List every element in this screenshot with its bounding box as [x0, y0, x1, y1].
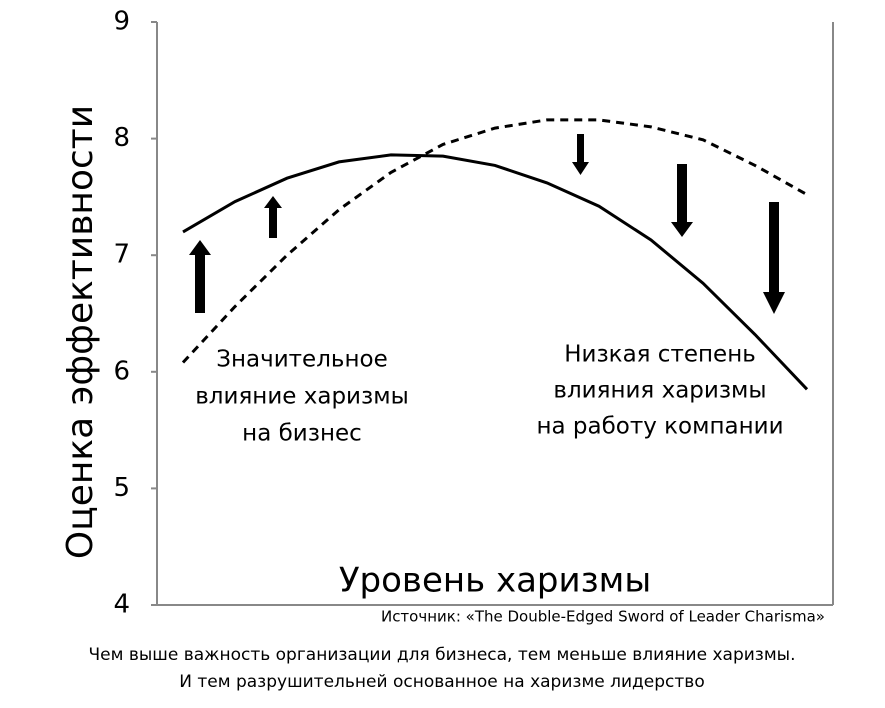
series-line	[182, 153, 809, 391]
x-axis-label: Уровень харизмы	[339, 561, 651, 601]
y-tick-label: 6	[113, 356, 130, 386]
caption: Чем выше важность организации для бизнес…	[89, 645, 796, 665]
y-tick-label: 9	[113, 7, 130, 37]
y-axis-label: Оценка эффективности	[60, 105, 101, 559]
arrow-down	[763, 202, 785, 314]
annotation: на работу компании	[536, 414, 783, 440]
annotation: Низкая степень	[564, 342, 756, 368]
y-tick-label: 4	[113, 590, 130, 620]
annotation: влияние харизмы	[195, 384, 408, 410]
y-tick-label: 8	[113, 123, 130, 153]
arrow-down	[671, 164, 693, 237]
arrow-down	[572, 134, 589, 175]
annotation: на бизнес	[242, 421, 362, 447]
series-line	[181, 118, 808, 364]
y-tick-label: 5	[113, 473, 130, 503]
arrows	[189, 134, 785, 314]
annotation: Значительное	[216, 347, 387, 373]
arrow-up	[264, 196, 282, 238]
y-tick-label: 7	[113, 240, 130, 270]
caption: И тем разрушительней основанное на хариз…	[179, 672, 704, 692]
source: Источник: «The Double-Edged Sword of Lea…	[381, 608, 825, 626]
annotation: влияния харизмы	[553, 378, 766, 404]
arrow-up	[189, 240, 211, 313]
